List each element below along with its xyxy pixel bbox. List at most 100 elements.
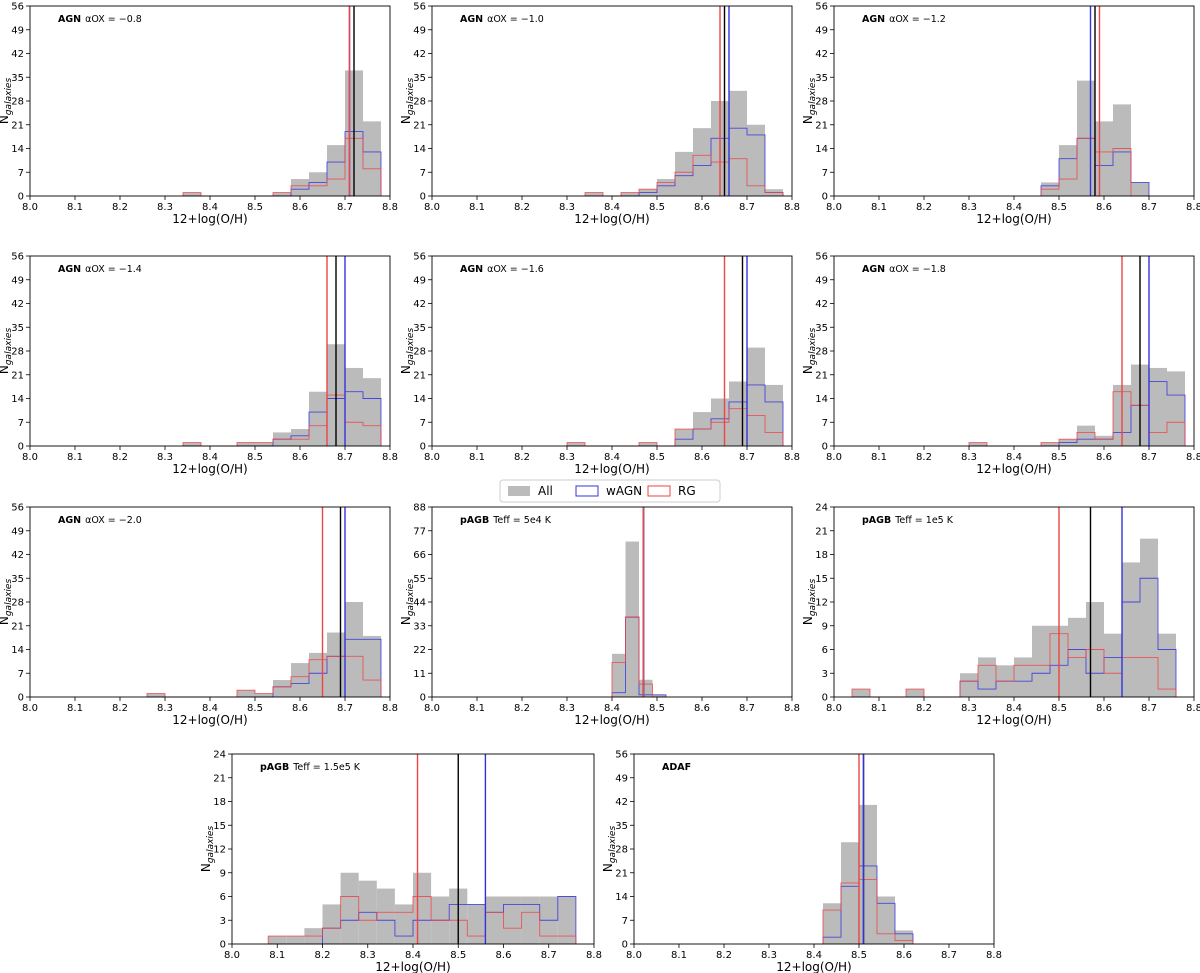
x-tick-label: 8.6 (292, 452, 308, 463)
y-axis-label-main: N (801, 365, 815, 374)
x-tick-label: 8.0 (22, 452, 38, 463)
y-axis-label: Ngalaxies (801, 579, 818, 626)
legend-swatch-rg (647, 485, 671, 497)
annotation-parameter: αOX = −1.2 (889, 14, 946, 25)
y-tick-label: 56 (615, 750, 628, 761)
annotation-model: AGN (58, 264, 81, 275)
x-tick-label: 8.6 (292, 703, 308, 714)
y-tick-label: 35 (11, 73, 24, 84)
y-tick-label: 14 (413, 394, 426, 405)
bar-all (376, 888, 395, 944)
y-tick-label: 3 (822, 669, 828, 680)
y-tick-label: 6 (220, 892, 226, 903)
x-tick-label: 8.3 (360, 950, 376, 961)
y-tick-label: 15 (815, 574, 828, 585)
annotation-model: AGN (460, 14, 483, 25)
x-tick-label: 8.7 (1141, 703, 1157, 714)
x-tick-label: 8.2 (514, 452, 530, 463)
panel-annotation: pAGB Teff = 1e5 K (862, 515, 954, 526)
y-axis-label-sub: galaxies (808, 78, 818, 116)
x-tick-label: 8.2 (716, 950, 732, 961)
x-tick-label: 8.0 (626, 950, 642, 961)
bar-all (363, 635, 381, 697)
x-axis-label: 12+log(O/H) (574, 212, 650, 226)
x-tick-label: 8.6 (292, 202, 308, 213)
step-wagn (822, 865, 914, 944)
x-axis-label: 12+log(O/H) (574, 713, 650, 727)
y-tick-label: 21 (11, 370, 24, 381)
annotation-model: pAGB (862, 515, 891, 526)
panel-annotation: pAGB Teff = 1.5e5 K (260, 762, 361, 773)
legend: All wAGN RG (499, 479, 721, 503)
panel-annotation: AGN αOX = −1.8 (862, 264, 946, 275)
bar-all (1014, 657, 1032, 697)
x-tick-label: 8.5 (1051, 703, 1067, 714)
bar-all (1095, 121, 1113, 196)
y-tick-label: 24 (815, 503, 828, 514)
bar-all (268, 936, 287, 944)
x-axis-label: 12+log(O/H) (976, 212, 1052, 226)
y-tick-label: 56 (11, 2, 24, 13)
histogram-panel: 8.0 8.1 8.2 8.3 8.4 8.5 8.6 8.7 8.8 0 7 14 21 28 35 42 4… (399, 252, 800, 477)
y-axis-label: Ngalaxies (0, 579, 14, 626)
x-tick-label: 8.8 (382, 703, 398, 714)
annotation-parameter: Teff = 5e4 K (492, 515, 552, 526)
x-tick-label: 8.6 (694, 703, 710, 714)
histogram-panel: 8.0 8.1 8.2 8.3 8.4 8.5 8.6 8.7 8.8 0 7 14 21 28 35 42 4… (0, 503, 398, 728)
x-tick-label: 8.6 (896, 950, 912, 961)
bar-all (147, 693, 165, 697)
y-axis-label: Ngalaxies (801, 328, 818, 375)
x-tick-label: 8.2 (112, 703, 128, 714)
annotation-parameter: αOX = −1.6 (487, 264, 544, 275)
y-tick-label: 0 (622, 940, 628, 951)
x-tick-label: 8.5 (649, 202, 665, 213)
y-tick-label: 0 (420, 693, 426, 704)
x-tick-label: 8.7 (1141, 452, 1157, 463)
y-tick-label: 0 (822, 693, 828, 704)
bar-all (612, 653, 626, 697)
y-axis-label: Ngalaxies (399, 328, 416, 375)
x-tick-label: 8.4 (604, 202, 620, 213)
bar-all (978, 657, 996, 697)
y-tick-label: 35 (815, 73, 828, 84)
bar-all (1131, 182, 1149, 196)
x-tick-label: 8.7 (1141, 202, 1157, 213)
y-tick-label: 42 (413, 299, 426, 310)
x-tick-label: 8.3 (559, 202, 575, 213)
y-tick-label: 12 (815, 598, 828, 609)
x-tick-label: 8.3 (559, 703, 575, 714)
y-tick-label: 33 (413, 621, 426, 632)
y-axis-label-sub: galaxies (406, 328, 416, 366)
x-tick-label: 8.1 (671, 950, 687, 961)
x-tick-label: 8.1 (469, 703, 485, 714)
y-axis-label: Ngalaxies (0, 78, 14, 125)
x-tick-label: 8.0 (224, 950, 240, 961)
y-tick-label: 88 (413, 503, 426, 514)
x-tick-label: 8.2 (916, 202, 932, 213)
x-tick-label: 8.3 (761, 950, 777, 961)
x-tick-label: 8.7 (337, 452, 353, 463)
y-axis-label: Ngalaxies (801, 78, 818, 125)
bar-all (747, 124, 765, 196)
bar-all (657, 179, 675, 196)
x-tick-label: 8.2 (514, 202, 530, 213)
y-tick-label: 21 (413, 370, 426, 381)
x-tick-label: 8.5 (247, 202, 263, 213)
y-tick-label: 18 (815, 550, 828, 561)
x-tick-label: 8.8 (382, 202, 398, 213)
y-tick-label: 7 (420, 168, 426, 179)
x-tick-label: 8.8 (784, 703, 800, 714)
y-tick-label: 14 (815, 144, 828, 155)
x-axis-label: 12+log(O/H) (375, 960, 451, 973)
y-axis-label-main: N (801, 115, 815, 124)
y-axis-label-main: N (399, 616, 413, 625)
panel-annotation: pAGB Teff = 5e4 K (460, 515, 552, 526)
y-tick-label: 21 (413, 120, 426, 131)
x-axis-label: 12+log(O/H) (574, 462, 650, 476)
x-tick-label: 8.4 (202, 452, 218, 463)
x-tick-label: 8.1 (67, 202, 83, 213)
step-rg (611, 616, 666, 698)
x-tick-label: 8.1 (67, 703, 83, 714)
y-axis-label-sub: galaxies (608, 826, 618, 864)
bar-all (521, 896, 540, 944)
